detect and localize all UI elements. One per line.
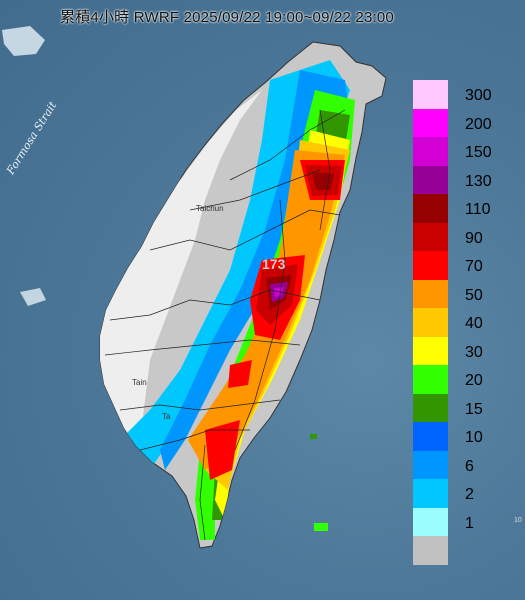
legend-label: 10	[465, 429, 483, 446]
edge-label: 10	[514, 517, 522, 524]
legend-label: 110	[465, 201, 491, 218]
legend-label: 2	[465, 486, 474, 503]
map-title: 累積4小時 RWRF 2025/09/22 19:00~09/22 23:00	[60, 9, 394, 26]
legend-label: 30	[465, 343, 483, 361]
legend-label: 6	[465, 457, 474, 475]
legend-swatch	[413, 536, 448, 565]
legend-swatch	[413, 450, 448, 480]
legend-label: 15	[465, 400, 483, 418]
legend-label: 90	[465, 229, 483, 247]
legend-swatch	[413, 222, 448, 252]
legend-swatch	[413, 308, 448, 337]
rainfall-layers	[100, 60, 355, 540]
legend-label: 20	[465, 372, 483, 389]
green-island	[310, 434, 317, 439]
legend-swatch	[413, 479, 448, 508]
legend-label: 200	[465, 115, 492, 133]
legend-label: 150	[465, 144, 492, 161]
legend-swatch	[413, 393, 448, 423]
city-label: Tain	[132, 378, 147, 387]
coast-landmass	[2, 26, 45, 56]
legend-label: 300	[465, 87, 492, 104]
legend-swatch	[413, 279, 448, 309]
peak-value-label: 173	[262, 256, 286, 272]
legend-swatch	[413, 336, 448, 366]
legend-swatch	[413, 165, 448, 195]
legend-swatch	[413, 251, 448, 280]
legend-label: 1	[465, 514, 474, 532]
city-label: Ta	[162, 412, 171, 421]
legend-label: 70	[465, 258, 483, 275]
city-label: Taichun	[196, 204, 224, 213]
county-boundaries	[104, 109, 346, 541]
legend-swatch	[413, 137, 448, 166]
legend-label: 50	[465, 286, 483, 304]
legend-label: 130	[465, 172, 492, 190]
legend-label: 40	[465, 315, 483, 332]
penghu-islands	[20, 288, 46, 306]
legend-swatch	[413, 80, 448, 109]
orchid-island	[314, 523, 328, 531]
legend-swatch	[413, 194, 448, 223]
legend-swatch	[413, 422, 448, 451]
legend-swatch	[413, 507, 448, 537]
legend-swatch	[413, 108, 448, 138]
legend-swatch	[413, 365, 448, 394]
